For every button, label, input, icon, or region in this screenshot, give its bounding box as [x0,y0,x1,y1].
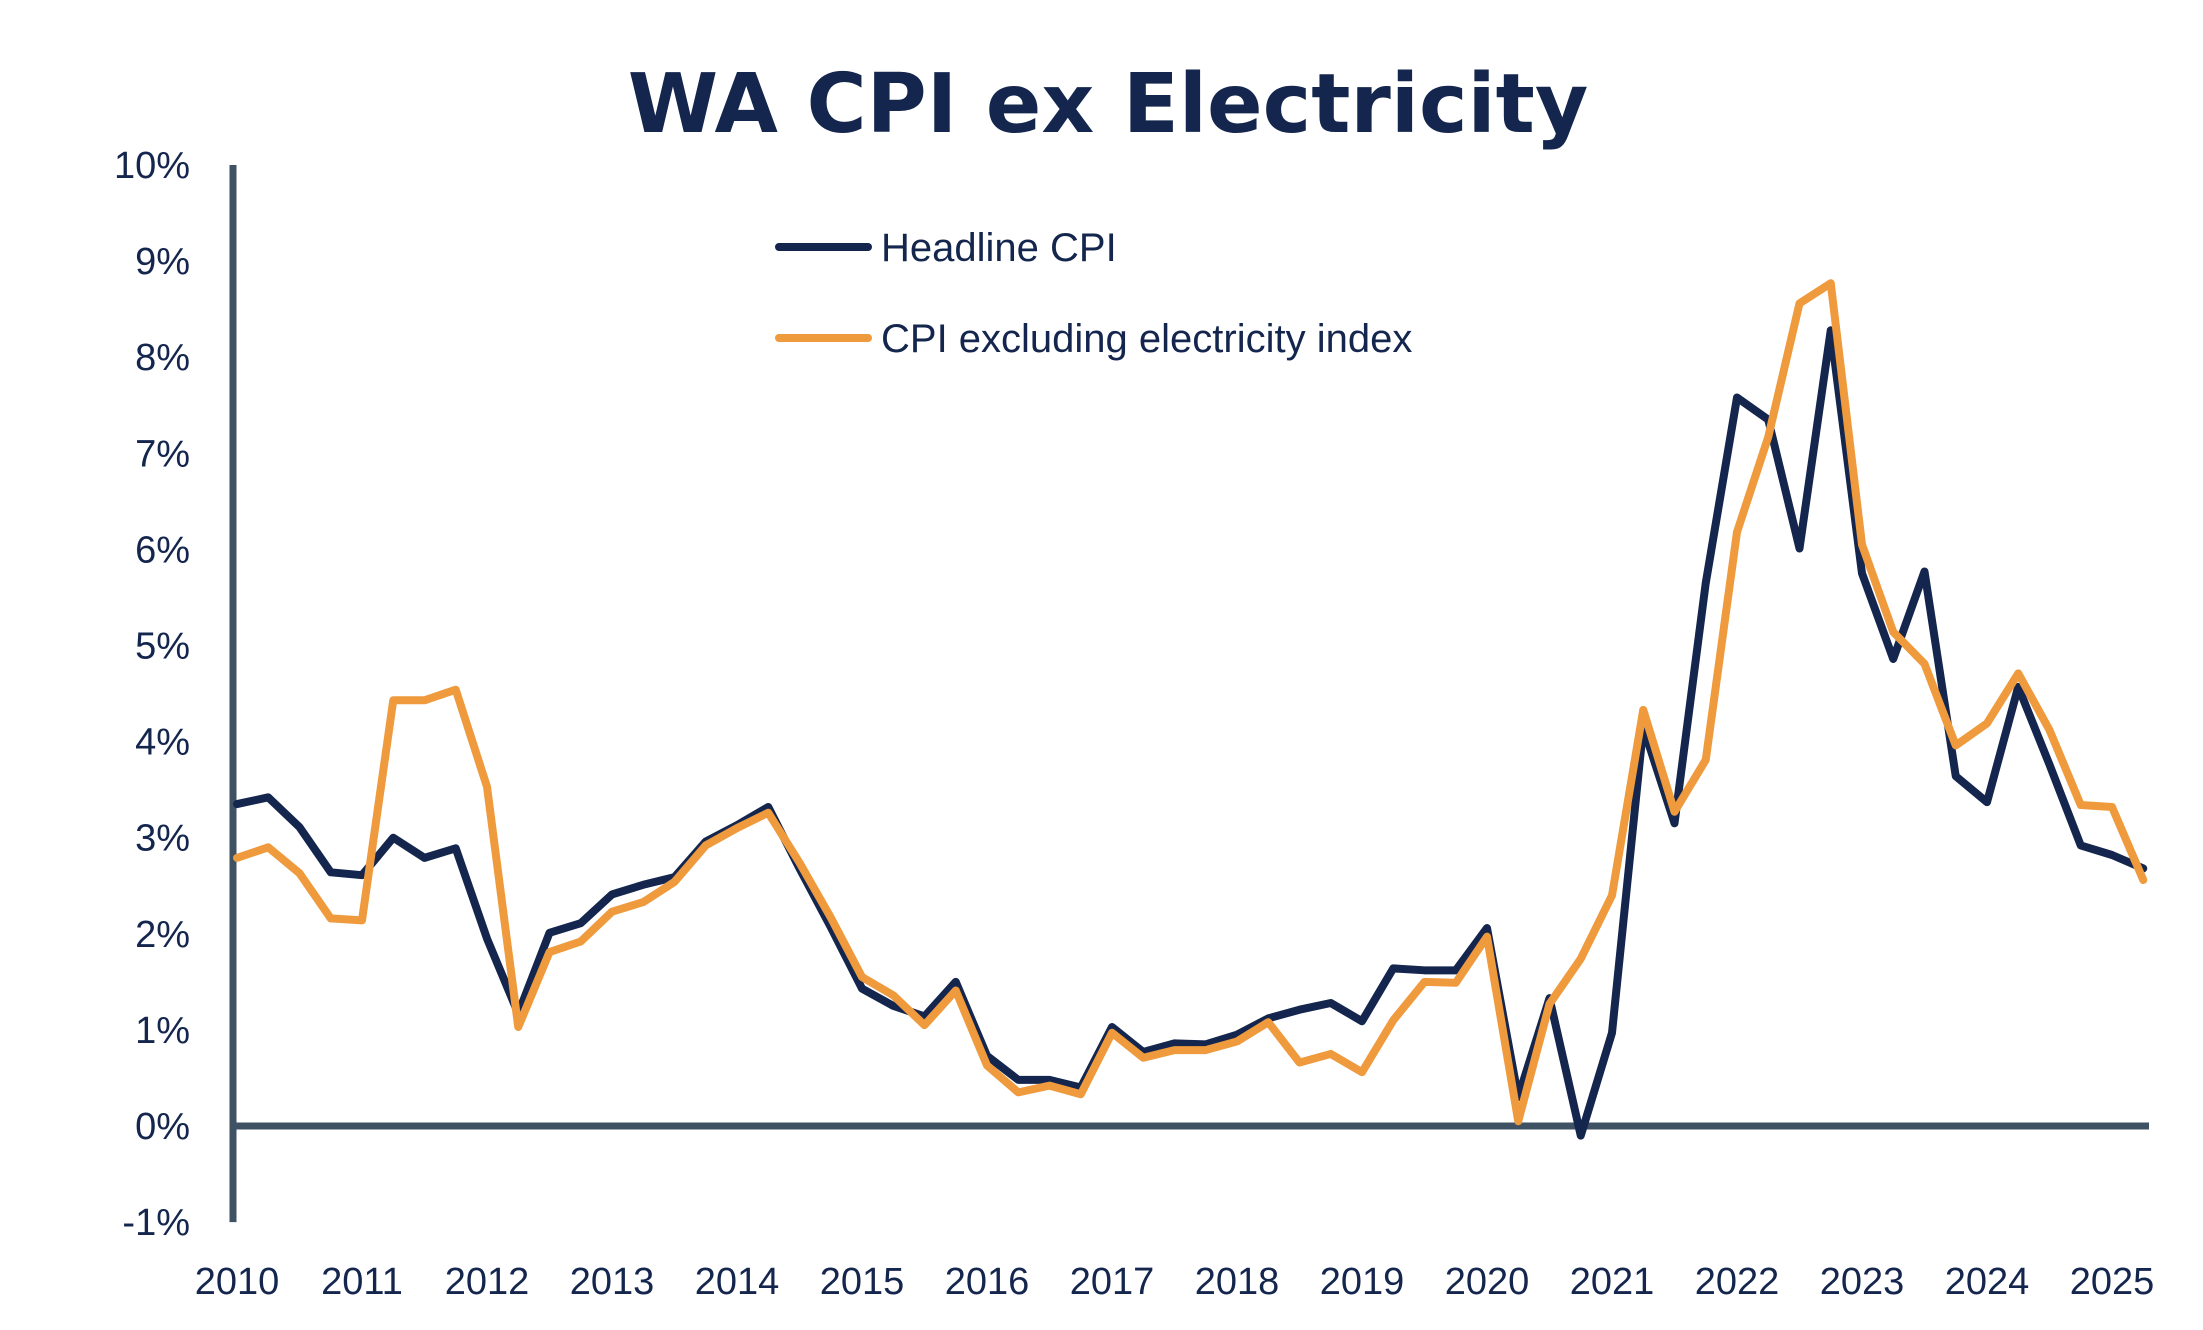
y-tick-label: 4% [135,722,190,764]
chart-title: WA CPI ex Electricity [628,57,1589,152]
legend-label-ex-electricity: CPI excluding electricity index [881,317,1412,361]
x-tick-label: 2018 [1195,1261,1280,1303]
x-tick-label: 2017 [1070,1261,1155,1303]
x-tick-label: 2015 [820,1261,905,1303]
x-tick-label: 2019 [1320,1261,1405,1303]
series-cpi-ex-electricity [233,279,2148,1126]
x-axis-ticks: 2010 2011 2012 2013 2014 2015 2016 2017 2018 2019… [195,1261,2155,1303]
x-tick-label: 2011 [321,1261,403,1303]
x-tick-label: 2010 [195,1261,280,1303]
series-line [233,279,2148,1126]
y-axis-ticks: 10% 9% 8% 7% 6% 5% 4% 3% 2% 1% 0% -1% [114,145,190,1244]
series-line [233,326,2148,1140]
x-tick-label: 2023 [1820,1261,1905,1303]
y-tick-label: 1% [135,1010,190,1052]
x-tick-label: 2012 [445,1261,530,1303]
y-tick-label: 2% [135,914,190,956]
x-tick-label: 2024 [1945,1261,2030,1303]
x-tick-label: 2022 [1695,1261,1780,1303]
series-layer [233,279,2148,1140]
y-tick-label: 5% [135,626,190,668]
y-tick-label: 10% [114,145,190,187]
legend-item-headline[interactable]: Headline CPI [775,226,1117,270]
y-tick-label: 6% [135,529,190,571]
x-tick-label: 2016 [945,1261,1030,1303]
y-tick-label: 3% [135,818,190,860]
y-tick-label: 8% [135,337,190,379]
x-tick-label: 2013 [570,1261,655,1303]
y-tick-label: 0% [135,1106,190,1148]
legend: Headline CPI CPI excluding electricity i… [775,226,1412,361]
x-tick-label: 2025 [2070,1261,2155,1303]
legend-label-headline: Headline CPI [881,226,1117,270]
x-tick-label: 2020 [1445,1261,1530,1303]
series-headline-cpi [233,326,2148,1140]
y-tick-label: 9% [135,241,190,283]
y-tick-label: -1% [122,1202,190,1244]
y-tick-label: 7% [135,433,190,475]
x-tick-label: 2014 [695,1261,780,1303]
legend-item-ex-electricity[interactable]: CPI excluding electricity index [775,317,1412,361]
x-tick-label: 2021 [1570,1261,1655,1303]
